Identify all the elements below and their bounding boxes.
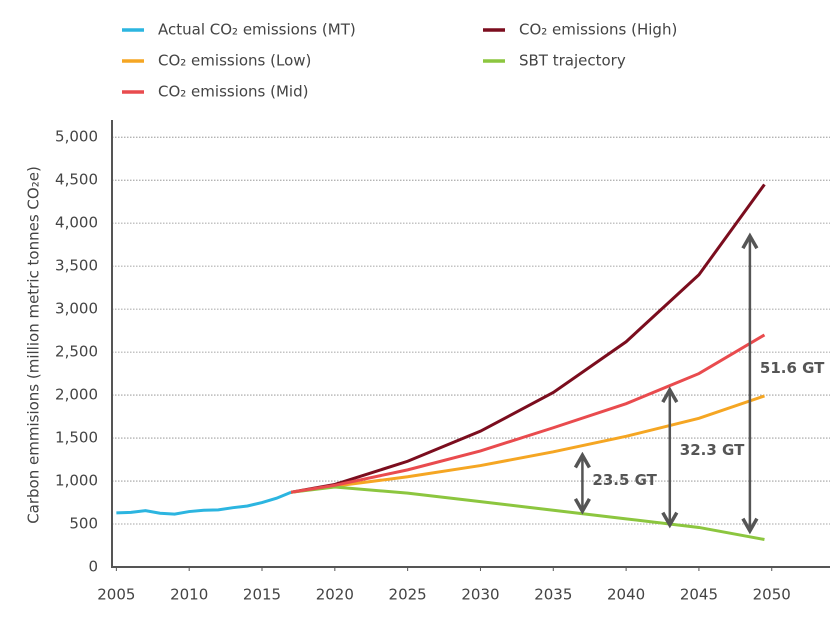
series-line [116, 490, 292, 516]
series-line [290, 485, 765, 541]
y-tick-label: 3,500 [55, 257, 98, 275]
y-tick-label: 4,500 [55, 171, 98, 189]
x-tick-label: 2035 [534, 586, 572, 604]
y-tick-label: 0 [88, 558, 98, 576]
legend-label: CO₂ emissions (Low) [158, 52, 311, 70]
x-tick-label: 2030 [461, 586, 499, 604]
x-tick-label: 2025 [389, 586, 427, 604]
y-tick-label: 1,500 [55, 429, 98, 447]
series-line [290, 183, 766, 494]
y-tick-label: 4,000 [55, 214, 98, 232]
legend-label: Actual CO₂ emissions (MT) [158, 21, 356, 39]
y-tick-label: 5,000 [55, 128, 98, 146]
annotation-label: 23.5 GT [592, 471, 657, 489]
x-tick-label: 2045 [680, 586, 718, 604]
series-line [290, 333, 766, 494]
series-line [290, 394, 765, 494]
legend-label: CO₂ emissions (Mid) [158, 83, 308, 101]
x-tick-label: 2005 [97, 586, 135, 604]
x-tick-label: 2015 [243, 586, 281, 604]
y-tick-label: 3,000 [55, 300, 98, 318]
x-tick-label: 2040 [607, 586, 645, 604]
legend-label: SBT trajectory [519, 52, 626, 70]
legend-label: CO₂ emissions (High) [519, 21, 677, 39]
y-tick-label: 2,500 [55, 343, 98, 361]
x-tick-label: 2020 [316, 586, 354, 604]
annotation-label: 51.6 GT [760, 359, 825, 377]
y-tick-label: 2,000 [55, 386, 98, 404]
x-tick-label: 2010 [170, 586, 208, 604]
y-axis-label: Carbon emmisions (million metric tonnes … [25, 166, 43, 524]
y-tick-label: 1,000 [55, 472, 98, 490]
x-tick-label: 2050 [753, 586, 791, 604]
y-tick-label: 500 [69, 515, 98, 533]
annotation-label: 32.3 GT [680, 441, 745, 459]
